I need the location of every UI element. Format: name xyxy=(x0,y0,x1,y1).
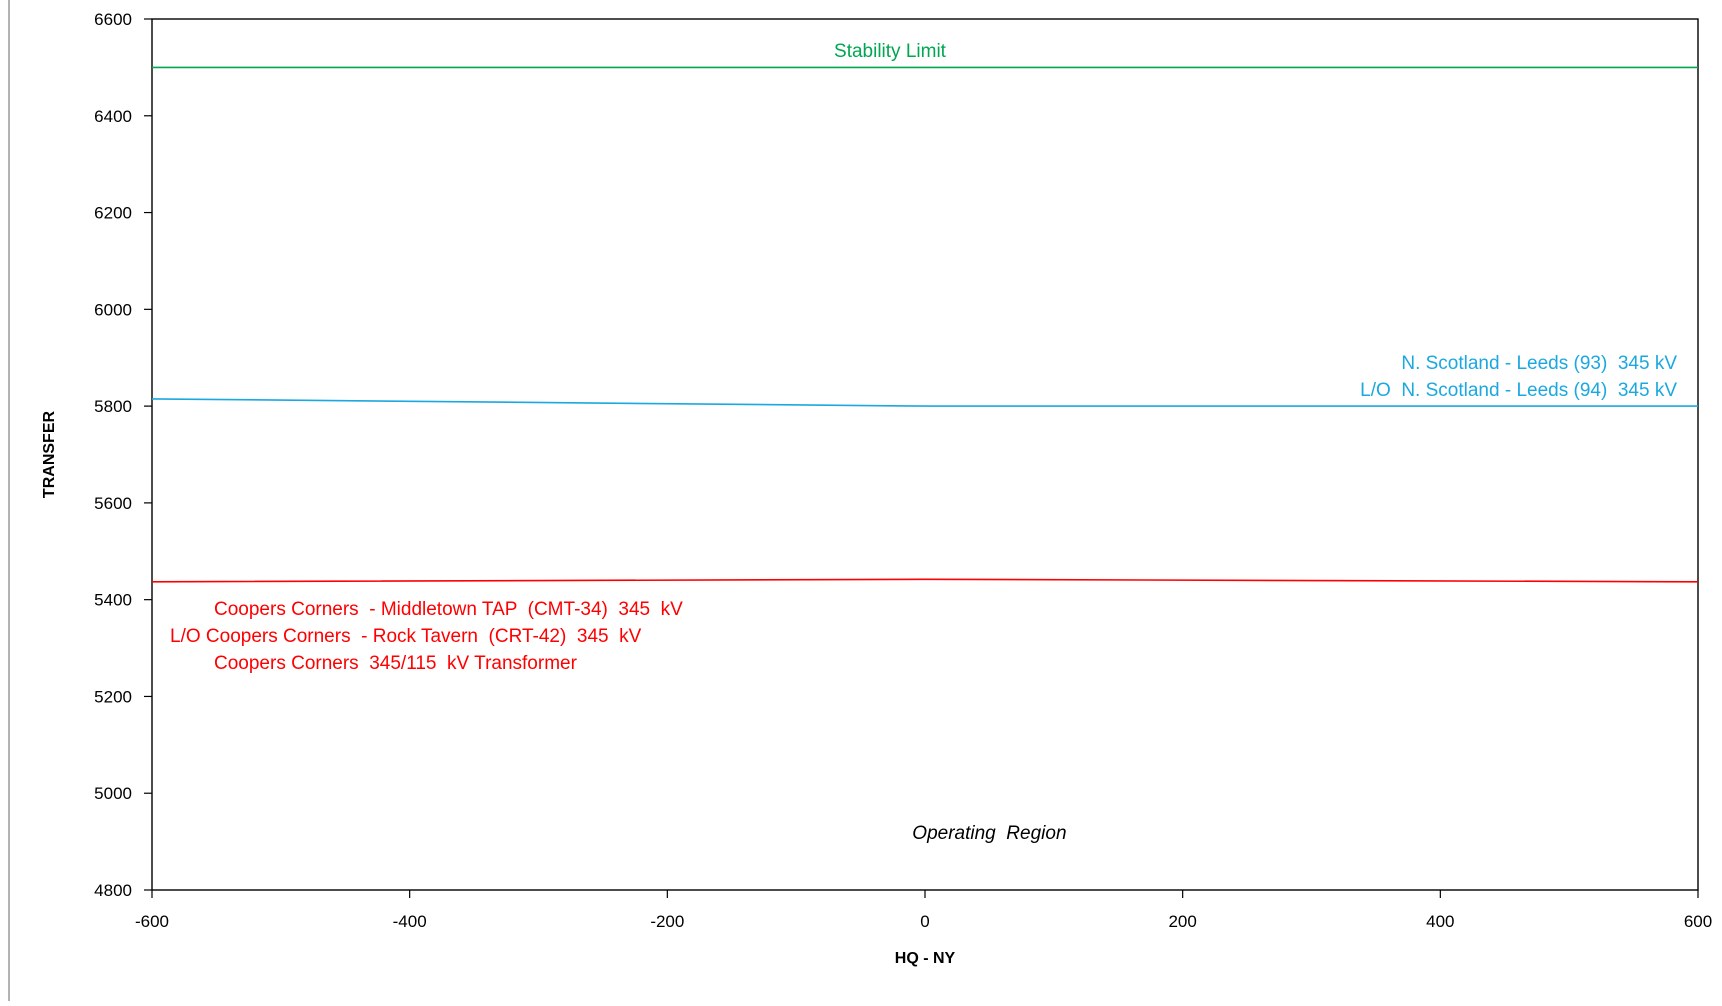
y-tick-label: 5000 xyxy=(94,784,132,803)
series-label-2-line-1: L/O Coopers Corners - Rock Tavern (CRT-4… xyxy=(170,626,642,647)
x-tick-label: 0 xyxy=(920,912,929,931)
series-line-2 xyxy=(151,578,1699,583)
y-tick-label: 4800 xyxy=(94,881,132,900)
operating-region-label: Operating Region xyxy=(912,823,1066,844)
y-tick-label: 5400 xyxy=(94,591,132,610)
series-label-0-line-0: Stability Limit xyxy=(834,41,947,62)
y-tick-label: 5800 xyxy=(94,397,132,416)
x-tick-label: -400 xyxy=(393,912,427,931)
x-tick-label: 200 xyxy=(1168,912,1196,931)
x-tick-label: -600 xyxy=(135,912,169,931)
y-tick-label: 6600 xyxy=(94,10,132,29)
y-tick-label: 5200 xyxy=(94,687,132,706)
plot-area xyxy=(151,18,1699,891)
series-line-1 xyxy=(151,398,1698,407)
y-axis: 4800 5000 5200 5400 5600 5800 6000 6200 6400 6600 xyxy=(94,10,152,900)
y-tick-label: 5600 xyxy=(94,494,132,513)
series-label-2-line-2: Coopers Corners 345/115 kV Transformer xyxy=(214,653,578,674)
y-tick-label: 6000 xyxy=(94,300,132,319)
y-axis-title: TRANSFER xyxy=(41,411,58,499)
series-label-2-line-0: Coopers Corners - Middletown TAP (CMT-34… xyxy=(214,599,683,620)
y-tick-label: 6200 xyxy=(94,204,132,223)
x-tick-label: 600 xyxy=(1684,912,1712,931)
series-lines xyxy=(151,66,1699,583)
series-labels: Stability Limit N. Scotland - Leeds (93) … xyxy=(170,41,1677,674)
x-tick-label: -200 xyxy=(650,912,684,931)
x-axis-title: HQ - NY xyxy=(895,950,956,967)
x-axis: -600 -400 -200 0 200 400 600 xyxy=(135,890,1712,931)
y-tick-label: 6400 xyxy=(94,107,132,126)
series-label-1-line-0: N. Scotland - Leeds (93) 345 kV xyxy=(1401,353,1677,374)
annotations: Operating Region xyxy=(912,823,1066,844)
x-tick-label: 400 xyxy=(1426,912,1454,931)
series-label-1-line-1: L/O N. Scotland - Leeds (94) 345 kV xyxy=(1360,380,1677,401)
